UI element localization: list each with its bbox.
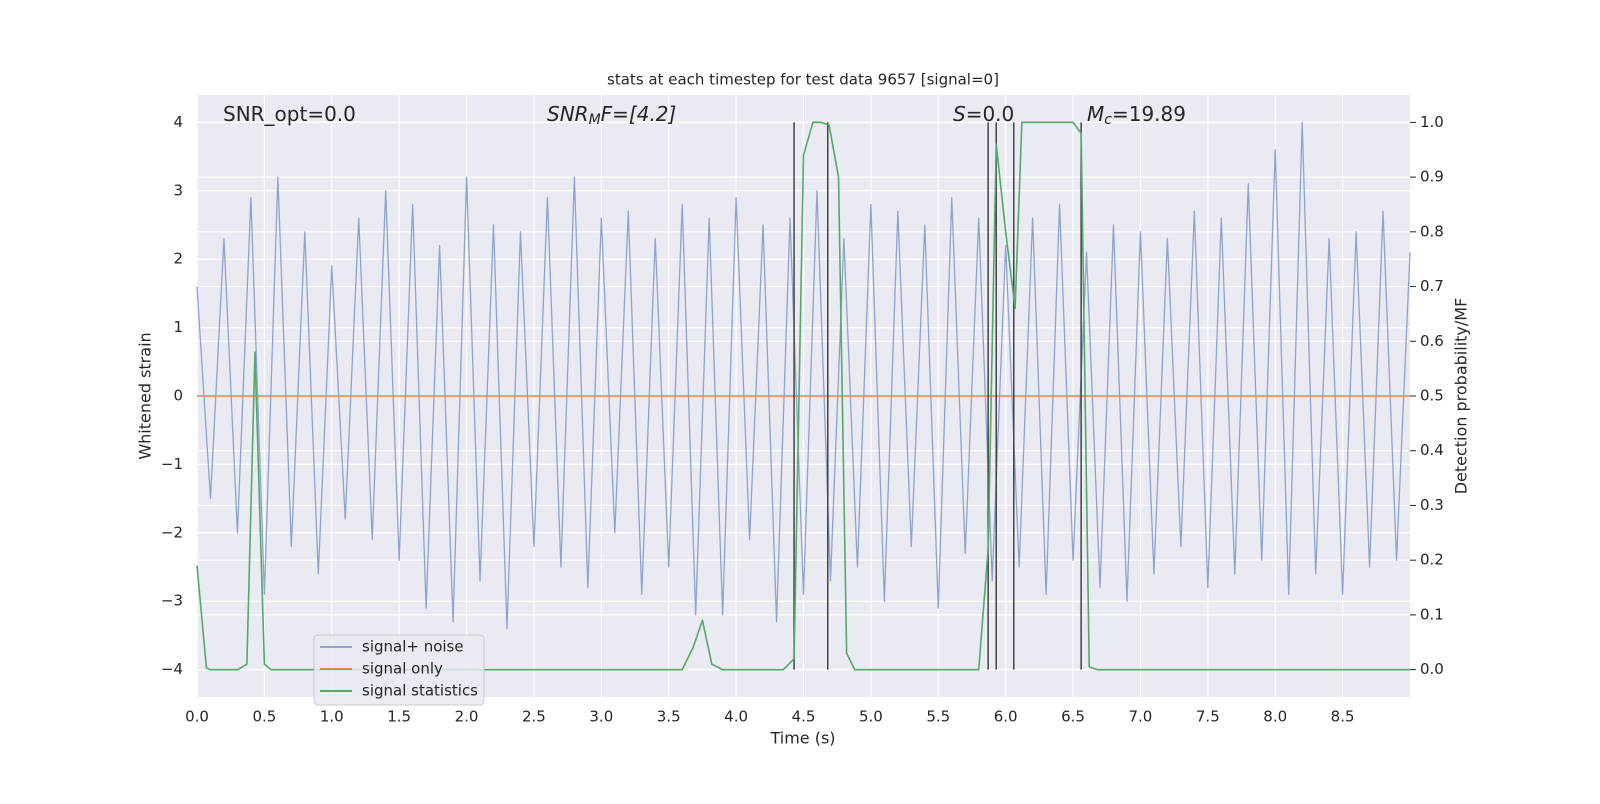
y-tick-label: 3: [173, 181, 183, 199]
series-line: [196, 121, 1411, 630]
x-tick-label: 5.5: [926, 708, 950, 726]
x-tick-label: 2.0: [455, 708, 479, 726]
y2-tick-label: 0.4: [1420, 441, 1444, 459]
y2-tick-label: 0.6: [1420, 332, 1444, 350]
y-tick-label: −3: [161, 592, 183, 610]
x-tick-label: 8.0: [1263, 708, 1287, 726]
x-tick-label: 5.0: [859, 708, 883, 726]
annotation-sub: c: [1104, 112, 1112, 128]
annotation-sub: M: [589, 112, 601, 128]
annotation: S=0.0: [953, 102, 1014, 126]
y-tick-label: −1: [161, 455, 183, 473]
y2-tick-label: 0.9: [1420, 168, 1444, 186]
y2-tick-label: 0.3: [1420, 496, 1444, 514]
y-tick-label: 0: [173, 387, 183, 405]
chart-title: stats at each timestep for test data 965…: [607, 71, 999, 89]
y2-tick-label: 0.0: [1420, 660, 1444, 678]
legend-box: [313, 634, 485, 706]
legend-label: signal statistics: [362, 682, 478, 700]
x-tick-label: 1.0: [320, 708, 344, 726]
y-tick-label: 4: [173, 113, 183, 131]
x-tick-label: 3.0: [589, 708, 613, 726]
y2-tick-label: 1.0: [1420, 113, 1444, 131]
annotation-part: F=[4.2]: [601, 102, 677, 126]
y-tick-label: −4: [161, 660, 183, 678]
annotation: Mc=19.89: [1087, 102, 1186, 129]
y2-tick-label: 0.5: [1420, 387, 1444, 405]
x-tick-label: 1.5: [387, 708, 411, 726]
y-tick-label: −2: [161, 523, 183, 541]
annotation-part: =19.89: [1112, 102, 1186, 126]
x-tick-label: 0.0: [185, 708, 209, 726]
annotation: SNRMF=[4.2]: [547, 102, 676, 129]
annotation-part: SNR: [547, 102, 589, 126]
y2-axis-label: Detection probability/MF: [1452, 298, 1471, 495]
y2-tick-label: 0.8: [1420, 222, 1444, 240]
annotation-part: S: [953, 102, 966, 126]
x-tick-label: 6.0: [994, 708, 1018, 726]
x-tick-label: 3.5: [657, 708, 681, 726]
x-axis-label: Time (s): [769, 729, 835, 748]
y2-tick-label: 0.7: [1420, 277, 1444, 295]
x-tick-label: 7.5: [1196, 708, 1220, 726]
annotation: SNR_opt=0.0: [223, 102, 356, 126]
y2-tick-label: 0.1: [1420, 605, 1444, 623]
y-axis-label: Whitened strain: [136, 332, 155, 459]
x-tick-label: 0.5: [252, 708, 276, 726]
y-tick-label: 2: [173, 250, 183, 268]
y2-tick-label: 0.2: [1420, 551, 1444, 569]
annotation-part: M: [1087, 102, 1104, 126]
legend-label: signal+ noise: [362, 638, 464, 656]
x-tick-label: 4.0: [724, 708, 748, 726]
x-tick-label: 2.5: [522, 708, 546, 726]
annotation-part: SNR_opt=0.0: [223, 102, 356, 126]
annotation-part: =0.0: [966, 102, 1015, 126]
y-tick-label: 1: [173, 318, 183, 336]
x-tick-label: 7.0: [1129, 708, 1153, 726]
x-tick-label: 4.5: [792, 708, 816, 726]
series-line: [196, 121, 1410, 671]
x-tick-label: 8.5: [1331, 708, 1355, 726]
legend-label: signal only: [362, 660, 443, 678]
x-tick-label: 6.5: [1061, 708, 1085, 726]
